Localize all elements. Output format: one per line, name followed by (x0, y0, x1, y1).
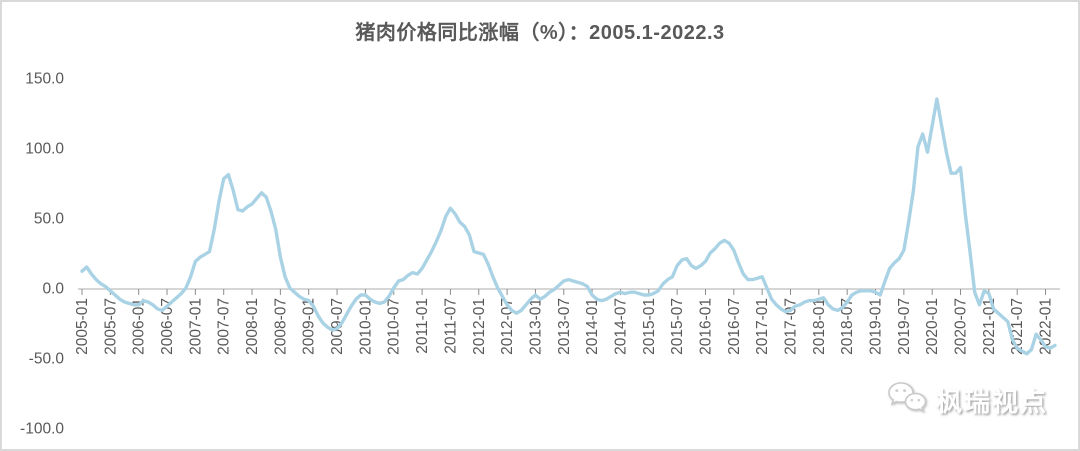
y-axis-label: 0.0 (42, 281, 64, 298)
x-axis-label: 2016-01 (697, 298, 714, 355)
x-axis-label: 2014-01 (584, 298, 601, 355)
x-axis-label: 2018-07 (839, 298, 856, 355)
x-axis-label: 2006-07 (159, 298, 176, 355)
x-axis-label: 2014-07 (612, 298, 629, 355)
x-axis-label: 2005-07 (102, 298, 119, 355)
y-axis-label: -50.0 (29, 351, 65, 368)
x-axis-label: 2017-01 (754, 298, 771, 355)
y-axis-label: 100.0 (25, 141, 64, 158)
x-axis-label: 2019-01 (868, 298, 885, 355)
watermark-text: 枫瑞视点 (935, 387, 1048, 417)
x-axis-label: 2018-01 (811, 298, 828, 355)
x-axis-label: 2005-01 (74, 298, 91, 355)
x-axis-label: 2019-07 (896, 298, 913, 355)
x-axis-label: 2010-07 (386, 298, 403, 355)
x-axis-label: 2010-01 (357, 298, 374, 355)
wechat-icon (887, 380, 927, 421)
y-axis-label: -100.0 (20, 421, 64, 438)
x-axis-label: 2013-01 (527, 298, 544, 355)
x-axis-label: 2015-01 (641, 298, 658, 355)
x-axis-label: 2015-07 (669, 298, 686, 355)
x-axis-label: 2011-01 (414, 298, 431, 354)
y-axis-label: 150.0 (25, 71, 64, 88)
x-axis-label: 2016-07 (726, 298, 743, 355)
x-axis-label: 2011-07 (442, 298, 459, 354)
x-axis-label: 2013-07 (556, 298, 573, 355)
pork-price-line (80, 97, 1057, 356)
watermark: 枫瑞视点 (887, 380, 1048, 421)
x-axis-label: 2008-07 (272, 298, 289, 355)
chart-title: 猪肉价格同比涨幅（%）：2005.1-2022.3 (355, 22, 725, 44)
x-axis-label: 2012-01 (471, 298, 488, 355)
x-axis-label: 2006-01 (131, 298, 148, 355)
y-axis-label: 50.0 (34, 211, 65, 228)
x-axis-label: 2020-01 (924, 298, 941, 355)
x-axis-label: 2007-01 (187, 298, 204, 355)
x-axis-label: 2020-07 (953, 298, 970, 355)
x-axis-label: 2008-01 (244, 298, 261, 355)
x-axis-label: 2007-07 (216, 298, 233, 355)
x-axis-label: 2009-01 (301, 298, 318, 355)
x-axis-label: 2021-01 (981, 298, 998, 355)
